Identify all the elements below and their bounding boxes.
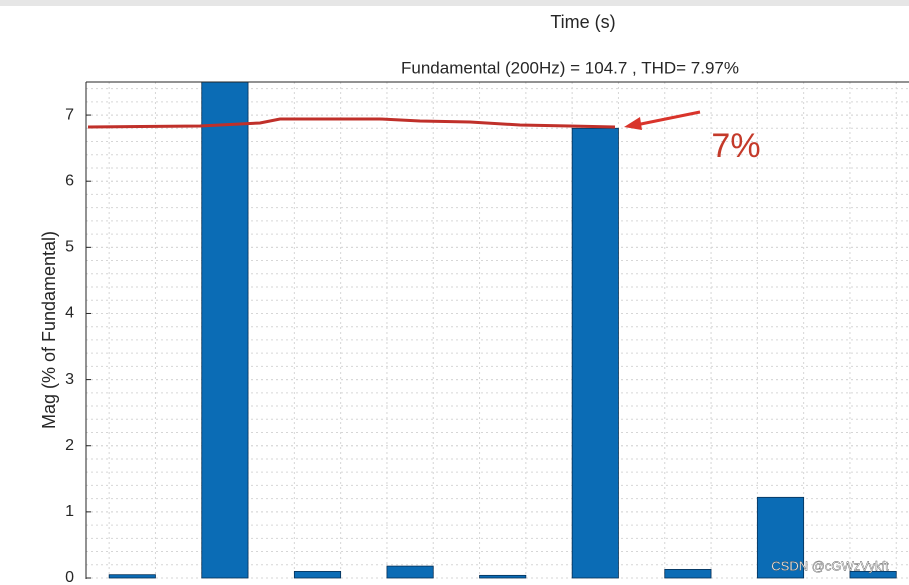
y-tick-label: 1 <box>65 503 74 520</box>
y-tick-label: 5 <box>65 239 74 256</box>
bar <box>108 574 156 579</box>
y-tick-label: 6 <box>65 172 74 189</box>
hand-drawn-line <box>87 117 616 129</box>
annotation: 7% <box>711 127 760 165</box>
y-tick-label: 0 <box>65 569 74 585</box>
bar <box>201 82 249 579</box>
y-tick-label: 2 <box>65 437 74 454</box>
arrow-head <box>624 117 642 130</box>
bar <box>293 570 342 579</box>
y-axis-label: Mag (% of Fundamental) <box>39 231 59 429</box>
y-tick-label: 3 <box>65 371 74 388</box>
arrow <box>635 110 701 127</box>
bar <box>756 496 805 579</box>
watermark: CSDN @cGWzVykft <box>771 558 889 573</box>
y-tick-label: 4 <box>65 305 74 322</box>
bar <box>386 565 434 579</box>
bar <box>849 570 897 579</box>
y-tick-label: 7 <box>65 106 74 123</box>
top-strip <box>0 0 909 6</box>
bar <box>664 569 712 579</box>
chart-title: Fundamental (200Hz) = 104.7 , THD= 7.97% <box>401 58 739 77</box>
top-axis-label: Time (s) <box>550 12 615 32</box>
plot-area <box>86 82 909 579</box>
bar <box>571 127 619 579</box>
bar <box>479 574 527 579</box>
